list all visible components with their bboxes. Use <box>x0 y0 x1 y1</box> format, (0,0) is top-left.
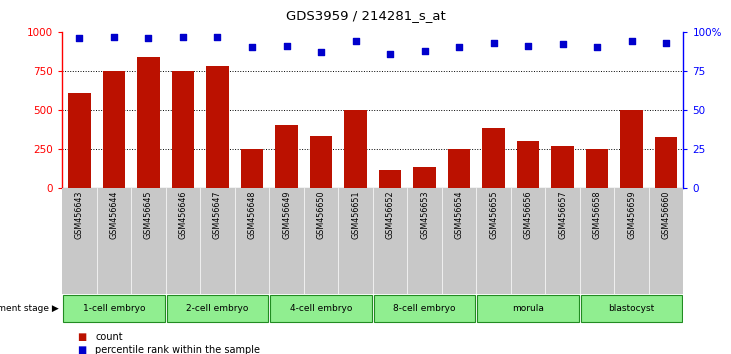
Point <box>108 34 120 39</box>
Text: GSM456652: GSM456652 <box>385 191 395 239</box>
Point <box>212 34 224 39</box>
Point <box>522 43 534 49</box>
Bar <box>172 71 194 188</box>
Text: GSM456656: GSM456656 <box>523 191 533 239</box>
Text: ■: ■ <box>77 332 86 342</box>
Text: GSM456654: GSM456654 <box>455 191 463 239</box>
Text: percentile rank within the sample: percentile rank within the sample <box>95 345 260 354</box>
Point <box>660 40 672 46</box>
Point <box>349 38 361 44</box>
Point <box>315 49 327 55</box>
Bar <box>379 171 401 188</box>
Bar <box>477 295 579 322</box>
Text: ■: ■ <box>77 345 86 354</box>
Point <box>453 45 465 50</box>
Text: GSM456644: GSM456644 <box>110 191 118 239</box>
Bar <box>413 167 436 188</box>
Text: 2-cell embryo: 2-cell embryo <box>186 304 249 313</box>
Text: GDS3959 / 214281_s_at: GDS3959 / 214281_s_at <box>286 9 445 22</box>
Point <box>177 34 189 39</box>
Bar <box>310 136 333 188</box>
Bar <box>102 71 125 188</box>
Bar <box>137 57 159 188</box>
Text: GSM456658: GSM456658 <box>593 191 602 239</box>
Text: blastocyst: blastocyst <box>609 304 655 313</box>
Point <box>143 35 154 41</box>
Bar <box>655 137 678 188</box>
Bar <box>276 125 298 188</box>
Point <box>419 48 431 53</box>
Bar <box>167 295 268 322</box>
Bar <box>517 141 539 188</box>
Text: GSM456649: GSM456649 <box>282 191 291 239</box>
Point <box>557 41 569 47</box>
Text: GSM456647: GSM456647 <box>213 191 222 239</box>
Bar <box>68 93 91 188</box>
Point <box>591 45 603 50</box>
Bar <box>482 129 505 188</box>
Text: GSM456655: GSM456655 <box>489 191 498 239</box>
Text: 8-cell embryo: 8-cell embryo <box>393 304 456 313</box>
Bar <box>63 295 164 322</box>
Bar <box>240 149 263 188</box>
Point <box>626 38 637 44</box>
Bar <box>344 110 367 188</box>
Bar <box>270 295 372 322</box>
Point <box>74 35 86 41</box>
Text: 1-cell embryo: 1-cell embryo <box>83 304 145 313</box>
Text: 4-cell embryo: 4-cell embryo <box>290 304 352 313</box>
Bar <box>621 110 643 188</box>
Text: GSM456643: GSM456643 <box>75 191 84 239</box>
Text: count: count <box>95 332 123 342</box>
Point <box>385 51 396 57</box>
Bar <box>581 295 683 322</box>
Bar <box>206 66 229 188</box>
Text: morula: morula <box>512 304 544 313</box>
Text: GSM456659: GSM456659 <box>627 191 636 239</box>
Bar <box>586 149 608 188</box>
Text: development stage ▶: development stage ▶ <box>0 304 58 313</box>
Point <box>246 45 258 50</box>
Text: GSM456660: GSM456660 <box>662 191 671 239</box>
Text: GSM456657: GSM456657 <box>558 191 567 239</box>
Text: GSM456653: GSM456653 <box>420 191 429 239</box>
Text: GSM456651: GSM456651 <box>351 191 360 239</box>
Text: GSM456646: GSM456646 <box>178 191 187 239</box>
Text: GSM456650: GSM456650 <box>317 191 325 239</box>
Text: GSM456648: GSM456648 <box>248 191 257 239</box>
Point <box>281 43 292 49</box>
Bar <box>551 146 574 188</box>
Bar <box>374 295 475 322</box>
Text: GSM456645: GSM456645 <box>144 191 153 239</box>
Bar <box>448 149 470 188</box>
Point <box>488 40 499 46</box>
